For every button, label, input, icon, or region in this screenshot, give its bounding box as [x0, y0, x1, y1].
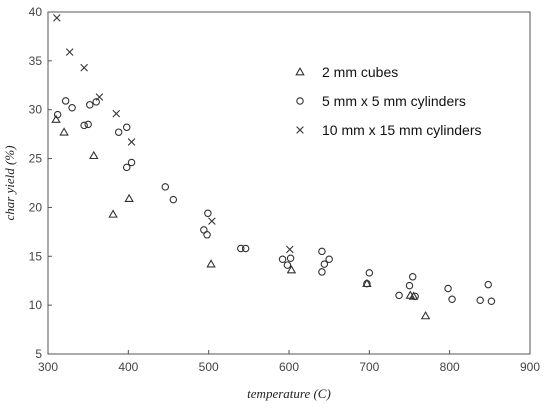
ticks-layer: 300 400 500 600 700 800 900 5 10 15 20 25 30 35 40	[29, 5, 541, 374]
x-tick-label: 300	[38, 360, 58, 374]
circle-data-point	[61, 97, 70, 105]
x-tick-label: 900	[520, 360, 540, 374]
circle-data-point	[325, 255, 333, 263]
triangle-data-point	[286, 265, 297, 274]
y-tick-label: 10	[29, 298, 43, 312]
circle-data-point	[476, 296, 484, 305]
circle-data-point	[122, 123, 131, 132]
circle-data-point	[278, 255, 287, 263]
circle-data-point	[365, 269, 374, 277]
triangle-data-point	[420, 310, 431, 320]
legend-triangle-marker	[295, 67, 305, 76]
triangle-data-point	[108, 209, 118, 218]
circle-data-point	[405, 281, 414, 290]
circle-data-point	[363, 279, 371, 288]
circle-data-point	[122, 163, 131, 172]
circle-data-point	[241, 244, 250, 253]
circle-data-point	[80, 121, 88, 130]
triangle-data-point	[206, 259, 216, 268]
x-tick-label: 500	[199, 360, 219, 374]
y-tick-label: 35	[29, 54, 43, 68]
x-tick-label: 600	[279, 360, 299, 374]
circle-data-point	[127, 158, 136, 167]
cross-data-point	[208, 217, 216, 225]
circle-data-point	[318, 247, 326, 256]
circle-data-point	[204, 209, 212, 218]
cross-data-point	[112, 109, 121, 118]
cross-data-point	[65, 48, 74, 56]
circle-data-point	[84, 120, 92, 129]
y-tick-label: 5	[35, 347, 42, 361]
legend-label: 10 mm x 15 mm cylinders	[322, 122, 481, 138]
circle-data-point	[53, 110, 62, 119]
triangle-data-point	[89, 150, 99, 160]
circle-data-point	[283, 261, 292, 269]
legend-label: 5 mm x 5 mm cylinders	[322, 93, 466, 109]
cross-data-point	[95, 93, 104, 101]
legend-label: 2 mm cubes	[322, 64, 398, 80]
triangle-data-point	[51, 114, 61, 123]
y-axis-label: char yield (%)	[2, 145, 17, 220]
legend-circle-marker	[296, 97, 304, 105]
y-tick-label: 40	[29, 5, 43, 19]
points-layer	[51, 14, 496, 320]
cross-data-point	[127, 138, 136, 146]
circle-data-point	[411, 292, 419, 301]
x-tick-label: 700	[359, 360, 379, 374]
legend-cross-marker	[296, 126, 304, 134]
triangle-data-point	[59, 127, 69, 136]
cross-data-point	[53, 14, 61, 22]
circle-data-point	[286, 254, 295, 262]
x-tick-label: 800	[440, 360, 460, 374]
x-tick-label: 400	[118, 360, 138, 374]
circle-data-point	[161, 183, 170, 191]
cross-data-point	[80, 63, 88, 72]
circle-data-point	[448, 295, 456, 304]
circle-data-point	[484, 280, 492, 289]
y-tick-label: 15	[29, 249, 43, 263]
circle-data-point	[92, 98, 100, 106]
circle-data-point	[487, 297, 496, 305]
circle-data-point	[395, 291, 403, 300]
circle-data-point	[86, 101, 94, 109]
circle-data-point	[169, 195, 178, 204]
y-tick-label: 30	[29, 103, 43, 117]
circle-data-point	[203, 231, 211, 239]
y-tick-label: 20	[29, 200, 43, 214]
circle-data-point	[237, 244, 245, 253]
y-tick-label: 25	[29, 152, 43, 166]
x-axis-label: temperature (C)	[247, 386, 331, 401]
circle-data-point	[114, 128, 123, 136]
circle-data-point	[408, 273, 417, 281]
circle-data-point	[320, 260, 329, 268]
circle-data-point	[318, 268, 326, 276]
legend: 2 mm cubes 5 mm x 5 mm cylinders 10 mm x 1…	[295, 64, 481, 138]
circle-data-point	[68, 104, 76, 112]
circle-data-point	[444, 284, 452, 293]
cross-data-point	[286, 245, 294, 254]
plot-frame	[47, 11, 531, 355]
triangle-data-point	[124, 193, 134, 203]
